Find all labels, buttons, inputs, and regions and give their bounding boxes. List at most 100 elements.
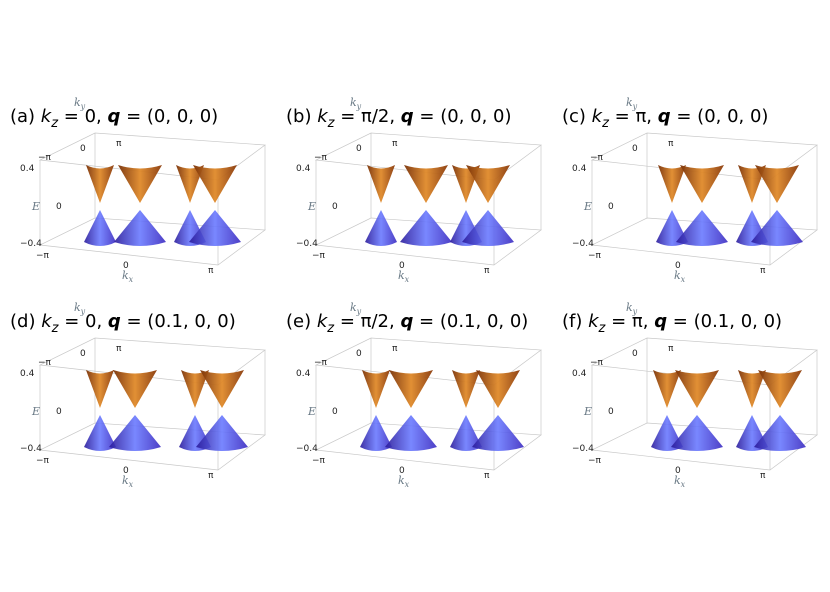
panel: (f) kz = π, q = (0.1, 0, 0)ky−π0 π0.40−0.…	[562, 301, 818, 489]
title-part: = (0, 0, 0)	[120, 106, 218, 127]
title-part: = π,	[605, 311, 654, 332]
e-tick: 0.4	[572, 164, 587, 174]
kx-tick: π	[760, 471, 766, 481]
kx-tick: 0	[123, 466, 129, 476]
title-part: q	[401, 106, 414, 127]
kx-tick: −π	[588, 251, 602, 261]
e-label: E	[307, 405, 316, 418]
ky-tick: π	[392, 139, 398, 149]
kx-tick: π	[208, 266, 214, 276]
ky-tick: π	[116, 344, 122, 354]
upper-band	[738, 370, 766, 408]
ky-label: ky	[74, 96, 86, 111]
title-part: k	[41, 106, 53, 127]
kx-label: kx	[398, 474, 410, 489]
upper-band	[193, 165, 237, 203]
kx-tick: 0	[675, 466, 681, 476]
e-tick: 0	[56, 407, 62, 417]
e-tick: 0	[608, 202, 614, 212]
upper-band	[758, 370, 802, 408]
e-label: E	[31, 200, 40, 213]
title-part: z	[326, 321, 335, 336]
ky-tick: −π	[590, 358, 604, 368]
title-part: (b)	[286, 106, 317, 127]
ky-tick: −π	[38, 358, 52, 368]
lower-band	[656, 210, 688, 246]
e-tick: 0	[608, 407, 614, 417]
upper-band	[452, 370, 480, 408]
lower-band	[754, 415, 806, 451]
e-tick: 0.4	[296, 164, 311, 174]
title-part: q	[107, 106, 120, 127]
title-part: (a)	[10, 106, 41, 127]
e-label: E	[31, 405, 40, 418]
kx-sub: x	[129, 480, 134, 489]
kx-tick: 0	[675, 261, 681, 271]
kx-base: k	[122, 474, 129, 487]
kx-label: kx	[122, 269, 134, 284]
lower-band	[84, 210, 116, 246]
title-part: z	[327, 116, 336, 131]
upper-band	[367, 165, 395, 203]
upper-band	[181, 370, 209, 408]
kx-tick: −π	[36, 456, 50, 466]
ky-tick: −π	[590, 153, 604, 163]
kx-base: k	[398, 269, 405, 282]
e-tick: −0.4	[20, 444, 42, 454]
title-part: = (0, 0, 0)	[414, 106, 512, 127]
title-part: k	[592, 106, 604, 127]
ky-base: k	[350, 301, 357, 314]
title-part: z	[50, 116, 59, 131]
kx-base: k	[122, 269, 129, 282]
lower-band	[671, 415, 723, 451]
ky-sub: y	[632, 307, 638, 316]
kx-label: kx	[398, 269, 410, 284]
kx-tick: −π	[588, 456, 602, 466]
title-part: k	[41, 311, 53, 332]
kx-tick: −π	[36, 251, 50, 261]
panel: (a) kz = 0, q = (0, 0, 0)ky−π0 π0.40−0.4E…	[10, 96, 266, 284]
e-tick: 0	[332, 202, 338, 212]
ky-tick: 0	[80, 144, 86, 154]
title-part: (d)	[10, 311, 41, 332]
upper-band	[200, 370, 244, 408]
title-part: (e)	[286, 311, 317, 332]
ky-label: ky	[350, 96, 362, 111]
title-part: k	[588, 311, 600, 332]
ky-label: ky	[74, 301, 86, 316]
ky-tick: 0	[632, 349, 638, 359]
panel-title: (f) kz = π, q = (0.1, 0, 0)	[562, 311, 782, 336]
panel-title: (a) kz = 0, q = (0, 0, 0)	[10, 106, 218, 131]
title-part: z	[601, 116, 610, 131]
title-part: = (0.1, 0, 0)	[413, 311, 528, 332]
kx-sub: x	[681, 275, 686, 284]
lower-band	[751, 210, 803, 246]
kx-tick: 0	[399, 261, 405, 271]
title-part: = (0.1, 0, 0)	[667, 311, 782, 332]
lower-band	[400, 210, 452, 246]
lower-band	[114, 210, 166, 246]
panel-title: (c) kz = π, q = (0, 0, 0)	[562, 106, 768, 131]
title-part: q	[400, 311, 413, 332]
kx-tick: −π	[312, 251, 326, 261]
upper-band	[389, 370, 433, 408]
upper-band	[466, 165, 510, 203]
title-part: = π/2,	[334, 106, 400, 127]
ky-tick: −π	[38, 153, 52, 163]
ky-sub: y	[80, 307, 86, 316]
upper-band	[738, 165, 766, 203]
ky-label: ky	[350, 301, 362, 316]
title-part: = (0, 0, 0)	[671, 106, 769, 127]
upper-band	[176, 165, 204, 203]
kx-tick: 0	[399, 466, 405, 476]
lower-band	[385, 415, 437, 451]
kx-tick: 0	[123, 261, 129, 271]
ky-tick: 0	[356, 349, 362, 359]
e-tick: 0.4	[296, 369, 311, 379]
upper-band	[476, 370, 520, 408]
upper-band	[362, 370, 390, 408]
kx-sub: x	[405, 480, 410, 489]
kx-label: kx	[674, 474, 686, 489]
panel-title: (e) kz = π/2, q = (0.1, 0, 0)	[286, 311, 528, 336]
